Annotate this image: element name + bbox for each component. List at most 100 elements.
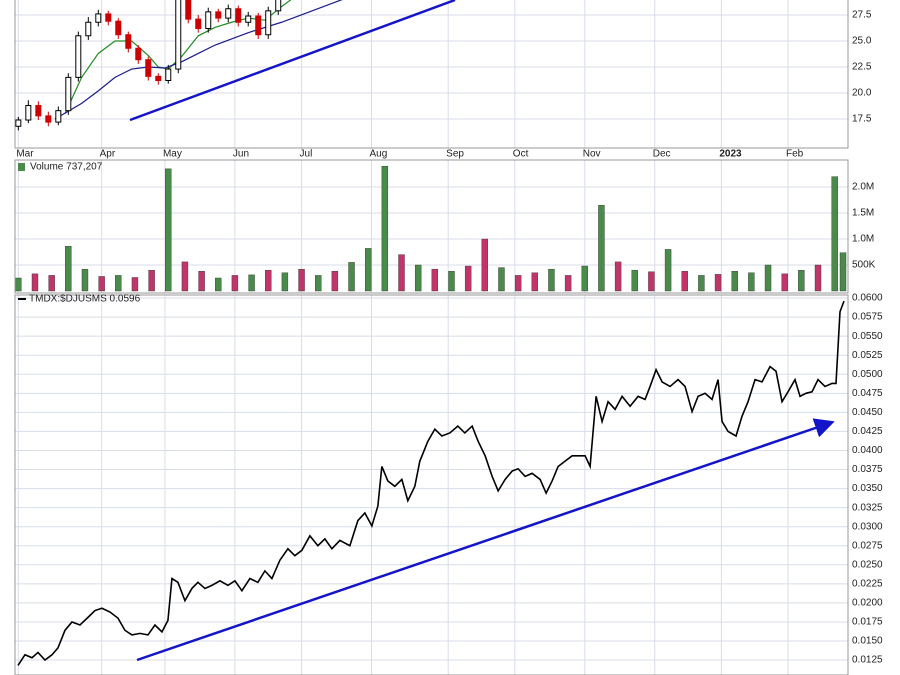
volume-bar: [65, 246, 72, 292]
volume-icon: [18, 163, 25, 171]
volume-bar: [798, 270, 805, 292]
volume-bar: [131, 277, 139, 292]
volume-bar: [81, 268, 89, 292]
ratio-trendline: [136, 418, 835, 662]
y-tick-label: 0.0350: [852, 483, 883, 494]
volume-bar: [31, 273, 39, 292]
y-tick-label: 0.0425: [852, 426, 883, 437]
price-panel-frame: [14, 0, 849, 149]
volume-bar: [431, 268, 439, 292]
candle-body: [185, 0, 192, 20]
x-tick-label: Feb: [786, 149, 804, 160]
volume-bar: [398, 254, 405, 292]
candle-body: [255, 15, 262, 36]
x-tick-label: Sep: [446, 149, 464, 160]
y-tick-label: 0.0500: [852, 369, 883, 380]
y-tick-label: 0.0550: [852, 331, 883, 342]
y-tick-label: 0.0300: [852, 521, 883, 532]
y-tick-label: 27.5: [852, 10, 872, 21]
volume-bar: [181, 261, 189, 292]
volume-bar: [265, 270, 272, 292]
price-trendline: [129, 0, 456, 122]
volume-bar: [464, 265, 472, 292]
y-tick-label: 0.0150: [852, 636, 883, 647]
candle-body: [275, 0, 282, 12]
ratio-label: TMDX:$DJUSMS 0.0596: [29, 294, 141, 305]
y-tick-label: 0.0200: [852, 598, 883, 609]
volume-bar: [364, 248, 372, 292]
volume-panel-frame: [14, 159, 849, 294]
y-tick-label: 0.0575: [852, 312, 883, 323]
y-tick-label: 0.0450: [852, 407, 883, 418]
ratio-panel-frame: [14, 294, 849, 675]
volume-bar: [581, 265, 588, 292]
candle-body: [155, 75, 162, 82]
x-tick-label: 2023: [719, 149, 742, 160]
volume-bar: [298, 268, 305, 292]
y-tick-label: 17.5: [852, 114, 872, 125]
x-tick-label: Oct: [513, 149, 529, 160]
candle-body: [55, 110, 62, 123]
candle-body: [75, 35, 82, 78]
volume-bar: [781, 273, 788, 292]
volume-bar: [631, 270, 638, 292]
volume-bar: [315, 275, 322, 292]
volume-bar: [831, 176, 838, 292]
volume-bar: [764, 264, 772, 292]
candle-body: [65, 76, 72, 112]
y-tick-label: 22.5: [852, 62, 872, 73]
y-tick-label: 0.0175: [852, 617, 883, 628]
volume-bar: [165, 168, 172, 292]
candle-body: [235, 8, 242, 23]
volume-bar: [15, 277, 22, 292]
candle-body: [85, 21, 92, 37]
y-tick-label: 0.0250: [852, 559, 883, 570]
volume-bar: [481, 238, 489, 292]
candle-body: [95, 13, 102, 23]
volume-bar: [648, 271, 655, 292]
volume-bar: [514, 275, 522, 292]
volume-bar: [598, 205, 605, 292]
moving-average: [54, 0, 343, 120]
volume-bar: [215, 277, 222, 292]
volume-bar: [148, 270, 155, 292]
y-tick-label: 0.0600: [852, 293, 883, 304]
volume-bar: [198, 271, 205, 292]
volume-bar: [698, 275, 705, 292]
volume-bar: [448, 271, 455, 292]
ratio-line: [17, 300, 845, 666]
candle-body: [35, 104, 42, 117]
y-tick-label: 0.0225: [852, 578, 883, 589]
candle-body: [25, 104, 32, 121]
volume-bar: [331, 271, 339, 292]
volume-bar: [381, 166, 389, 292]
y-tick-label: 0.0325: [852, 502, 883, 513]
y-tick-label: 1.5M: [852, 208, 874, 219]
candle-body: [175, 0, 182, 70]
x-tick-label: Dec: [653, 149, 671, 160]
volume-label: Volume 737,207: [30, 162, 103, 173]
volume-bar: [664, 249, 672, 292]
candle-body: [45, 115, 52, 123]
candle-body: [105, 13, 112, 22]
x-tick-label: Aug: [370, 149, 388, 160]
volume-bar: [414, 264, 422, 292]
volume-bar: [681, 271, 688, 292]
y-tick-label: 0.0375: [852, 464, 883, 475]
volume-bar: [814, 264, 822, 292]
x-tick-label: May: [163, 149, 182, 160]
y-tick-label: 500K: [852, 260, 876, 271]
panel-marks: [17, 300, 845, 666]
volume-bar: [531, 272, 538, 292]
volume-bar: [731, 271, 738, 292]
volume-bar: [48, 275, 55, 292]
volume-bar: [564, 275, 572, 292]
volume-bar: [614, 261, 622, 292]
candle-body: [215, 11, 222, 19]
volume-bar: [839, 252, 847, 292]
volume-bar: [498, 267, 505, 292]
y-tick-label: 0.0275: [852, 540, 883, 551]
volume-bar: [115, 275, 122, 292]
y-tick-label: 1.0M: [852, 234, 874, 245]
